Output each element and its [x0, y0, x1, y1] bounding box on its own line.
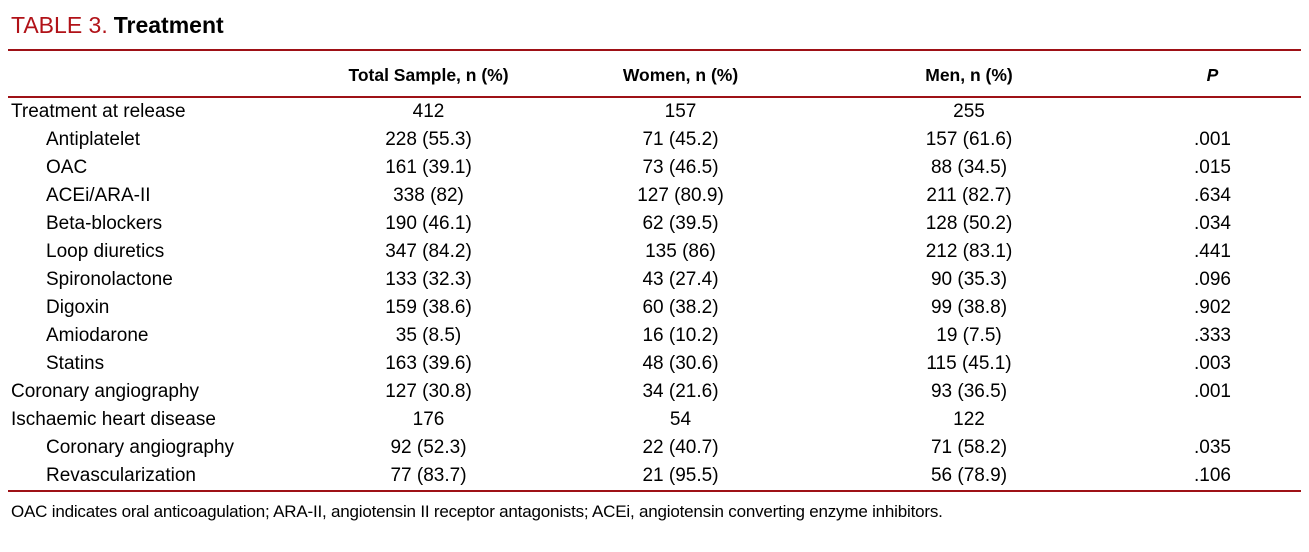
cell-p-value: .333: [1194, 325, 1231, 346]
column-header-total-sample: Total Sample, n (%): [310, 50, 547, 98]
cell-p-value: [1124, 97, 1301, 126]
row-label: Digoxin: [46, 297, 110, 318]
cell-p-value: .003: [1194, 353, 1231, 374]
row-label: Antiplatelet: [46, 129, 141, 150]
cell-total: 176: [412, 409, 445, 430]
cell-women: 22 (40.7): [642, 437, 719, 458]
header-row: Total Sample, n (%) Women, n (%) Men, n …: [8, 50, 1301, 98]
table-title: TABLE 3. Treatment: [11, 10, 1301, 40]
row-label: Spironolactone: [46, 269, 173, 290]
cell-men: 19 (7.5): [936, 325, 1002, 346]
cell-women: 43 (27.4): [642, 269, 719, 290]
cell-men: 99 (38.8): [930, 297, 1008, 318]
table-row-amiodarone: Amiodarone 35 (8.5) 16 (10.2) 19 (7.5) .…: [8, 322, 1301, 350]
cell-women: 54: [669, 409, 692, 430]
row-label: Treatment at release: [11, 101, 186, 122]
cell-women: 157: [664, 101, 697, 122]
treatment-table: Total Sample, n (%) Women, n (%) Men, n …: [8, 49, 1301, 492]
cell-p-value: .634: [1194, 185, 1231, 206]
cell-women: 62 (39.5): [642, 213, 719, 234]
row-label: Beta-blockers: [46, 213, 163, 234]
row-label: Ischaemic heart disease: [11, 409, 216, 430]
table-row-digoxin: Digoxin 159 (38.6) 60 (38.2) 99 (38.8) .…: [8, 294, 1301, 322]
cell-women: 71 (45.2): [642, 129, 719, 150]
cell-total: 163 (39.6): [385, 353, 472, 374]
cell-women: 34 (21.6): [642, 381, 719, 402]
table-row-ischaemic-heart-disease: Ischaemic heart disease 176 54 122: [8, 406, 1301, 434]
cell-total: 412: [412, 101, 445, 122]
table-row-beta-blockers: Beta-blockers 190 (46.1) 62 (39.5) 128 (…: [8, 210, 1301, 238]
cell-men: 212 (83.1): [925, 241, 1013, 262]
cell-men: 122: [953, 409, 985, 430]
cell-women: 21 (95.5): [642, 465, 719, 486]
table-row-coronary-angiography: Coronary angiography 127 (30.8) 34 (21.6…: [8, 378, 1301, 406]
table-row-oac: OAC 161 (39.1) 73 (46.5) 88 (34.5) .015: [8, 154, 1301, 182]
cell-total: 338 (82): [393, 185, 464, 206]
cell-p-value: .001: [1194, 129, 1231, 150]
cell-men: 255: [953, 101, 985, 122]
table-row-acei-ara-ii: ACEi/ARA-II 338 (82) 127 (80.9) 211 (82.…: [8, 182, 1301, 210]
column-header-men: Men, n (%): [814, 50, 1124, 98]
table-row-revascularization: Revascularization 77 (83.7) 21 (95.5) 56…: [8, 462, 1301, 491]
row-label: Loop diuretics: [46, 241, 165, 262]
table-row-loop-diuretics: Loop diuretics 347 (84.2) 135 (86) 212 (…: [8, 238, 1301, 266]
cell-p-value: .001: [1194, 381, 1231, 402]
cell-women: 73 (46.5): [642, 157, 719, 178]
cell-total: 35 (8.5): [395, 325, 462, 346]
row-label: Amiodarone: [46, 325, 149, 346]
cell-total: 159 (38.6): [385, 297, 472, 318]
cell-p-value: .015: [1194, 157, 1231, 178]
row-label: Statins: [46, 353, 105, 374]
row-label: OAC: [46, 157, 88, 178]
cell-men: 93 (36.5): [930, 381, 1008, 402]
row-label: Revascularization: [46, 465, 196, 486]
cell-women: 16 (10.2): [642, 325, 719, 346]
cell-p-value: [1124, 406, 1301, 434]
row-label: ACEi/ARA-II: [46, 185, 151, 206]
footnote: OAC indicates oral anticoagulation; ARA-…: [11, 502, 943, 521]
cell-total: 92 (52.3): [390, 437, 467, 458]
cell-total: 77 (83.7): [390, 465, 467, 486]
cell-p-value: .441: [1194, 241, 1231, 262]
column-header-empty: [8, 50, 310, 98]
table-row-antiplatelet: Antiplatelet 228 (55.3) 71 (45.2) 157 (6…: [8, 126, 1301, 154]
cell-men: 157 (61.6): [925, 129, 1013, 150]
cell-men: 56 (78.9): [930, 465, 1008, 486]
table-name-label: Treatment: [113, 12, 224, 38]
cell-men: 115 (45.1): [926, 353, 1012, 374]
table-row-statins: Statins 163 (39.6) 48 (30.6) 115 (45.1) …: [8, 350, 1301, 378]
cell-total: 127 (30.8): [385, 381, 472, 402]
cell-men: 71 (58.2): [930, 437, 1008, 458]
column-header-p-value: P: [1124, 50, 1301, 98]
row-label: Coronary angiography: [11, 381, 200, 402]
row-label: Coronary angiography: [46, 437, 235, 458]
cell-men: 211 (82.7): [926, 185, 1012, 206]
cell-total: 161 (39.1): [385, 157, 472, 178]
cell-women: 48 (30.6): [642, 353, 719, 374]
cell-p-value: .035: [1194, 437, 1231, 458]
table-row-spironolactone: Spironolactone 133 (32.3) 43 (27.4) 90 (…: [8, 266, 1301, 294]
cell-women: 60 (38.2): [642, 297, 719, 318]
cell-total: 228 (55.3): [385, 129, 472, 150]
column-header-women: Women, n (%): [547, 50, 814, 98]
cell-women: 135 (86): [645, 241, 716, 262]
cell-men: 128 (50.2): [925, 213, 1013, 234]
cell-total: 190 (46.1): [385, 213, 472, 234]
paper-table-figure: TABLE 3. Treatment Total Sample, n (%) Wo…: [8, 10, 1301, 521]
table-number-label: TABLE 3.: [11, 12, 108, 38]
cell-men: 90 (35.3): [930, 269, 1008, 290]
table-row-treatment-at-release: Treatment at release 412 157 255: [8, 97, 1301, 126]
table-row-ihd-coronary-angiography: Coronary angiography 92 (52.3) 22 (40.7)…: [8, 434, 1301, 462]
cell-p-value: .106: [1194, 465, 1231, 486]
cell-p-value: .034: [1194, 213, 1231, 234]
cell-men: 88 (34.5): [930, 157, 1008, 178]
cell-p-value: .096: [1194, 269, 1231, 290]
cell-total: 133 (32.3): [385, 269, 472, 290]
cell-women: 127 (80.9): [637, 185, 724, 206]
cell-total: 347 (84.2): [385, 241, 472, 262]
cell-p-value: .902: [1194, 297, 1231, 318]
